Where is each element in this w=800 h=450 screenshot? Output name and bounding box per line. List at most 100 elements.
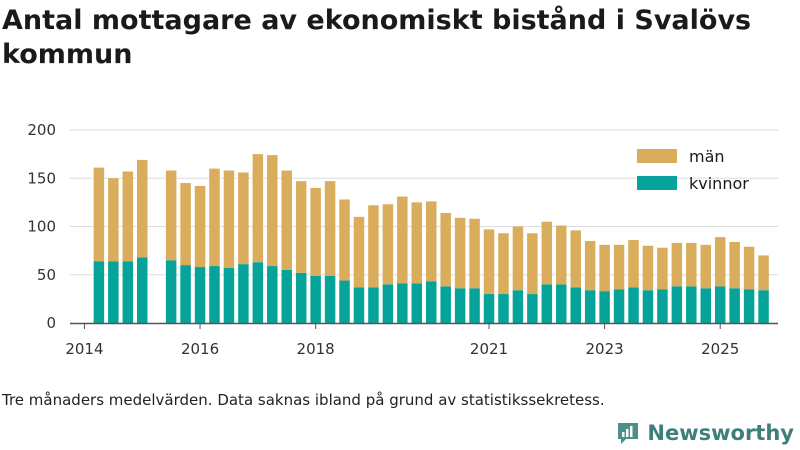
bar-kvinnor — [295, 272, 307, 323]
bar-man — [252, 154, 264, 263]
bar-man — [324, 181, 336, 276]
bar-kvinnor — [108, 261, 119, 323]
bar-man — [758, 255, 769, 291]
x-tick-label: 2016 — [181, 340, 219, 358]
bar-kvinnor — [613, 289, 625, 323]
bar-man — [498, 233, 509, 295]
bar-man — [411, 202, 423, 284]
bar-man — [570, 230, 581, 288]
bar-man — [599, 244, 610, 292]
bar-kvinnor — [714, 286, 726, 323]
bar-man — [541, 221, 553, 285]
bar-man — [108, 178, 119, 262]
bar-kvinnor — [324, 275, 336, 323]
y-tick-label: 0 — [46, 314, 56, 332]
bar-man — [310, 187, 321, 276]
bar-kvinnor — [425, 281, 437, 323]
bar-kvinnor — [483, 294, 495, 323]
bar-man — [353, 216, 365, 288]
bar-kvinnor — [353, 287, 365, 323]
bar-kvinnor — [570, 287, 581, 323]
brand[interactable]: Newsworthy — [615, 419, 794, 447]
bar-kvinnor — [310, 275, 321, 323]
bar-man — [267, 155, 278, 267]
bar-kvinnor — [267, 266, 278, 323]
bar-kvinnor — [498, 294, 509, 323]
bar-kvinnor — [440, 286, 451, 323]
bar-man — [729, 241, 740, 289]
bar-man — [397, 196, 408, 284]
x-tick-label: 2018 — [297, 340, 335, 358]
bar-man — [743, 246, 755, 290]
bar-man — [686, 242, 697, 287]
legend-label: män — [689, 147, 725, 166]
bar-man — [454, 217, 466, 289]
axes: 0 50 100 150 200 2014 2016 2018 2021 2023 2025 — [27, 121, 778, 358]
bar-man — [238, 172, 249, 265]
bar-kvinnor — [599, 291, 610, 323]
bar-kvinnor — [93, 261, 105, 323]
bar-kvinnor — [136, 257, 148, 323]
bar-man — [556, 225, 567, 285]
bar-kvinnor — [122, 261, 134, 323]
bar-kvinnor — [368, 287, 379, 323]
bar-kvinnor — [454, 288, 466, 323]
legend-label: kvinnor — [689, 174, 749, 193]
bar-man — [628, 240, 639, 288]
y-tick-label: 200 — [27, 121, 56, 139]
bar-kvinnor — [541, 284, 553, 323]
bar-man — [382, 204, 394, 285]
bar-kvinnor — [671, 286, 683, 323]
bars — [93, 154, 769, 323]
bar-man — [584, 240, 596, 291]
y-tick-label: 150 — [27, 169, 56, 187]
bar-kvinnor — [556, 284, 567, 323]
bar-man — [165, 170, 177, 261]
newsworthy-logo-icon — [618, 423, 639, 444]
bar-man — [209, 168, 220, 267]
bar-kvinnor — [223, 267, 235, 323]
bar-man — [339, 199, 350, 281]
brand-name: Newsworthy — [647, 421, 794, 445]
legend-swatch — [637, 149, 677, 163]
bar-kvinnor — [339, 280, 350, 323]
bar-man — [425, 201, 437, 282]
bar-kvinnor — [209, 266, 220, 323]
bar-man — [483, 229, 495, 295]
bar-kvinnor — [194, 267, 206, 323]
bar-kvinnor — [642, 290, 654, 323]
bar-kvinnor — [584, 290, 596, 323]
y-tick-label: 50 — [37, 266, 56, 284]
x-tick-label: 2021 — [470, 340, 508, 358]
bar-man — [657, 247, 668, 290]
bar-man — [136, 159, 148, 258]
x-tick-label: 2025 — [701, 340, 739, 358]
bar-man — [368, 205, 379, 288]
bar-man — [223, 170, 235, 268]
chart-title: Antal mottagare av ekonomiskt bistånd i … — [2, 5, 752, 70]
bar-kvinnor — [657, 289, 668, 323]
bar-man — [527, 233, 538, 295]
bar-kvinnor — [252, 262, 264, 323]
bar-kvinnor — [743, 289, 755, 323]
x-tick-label: 2023 — [586, 340, 624, 358]
bar-kvinnor — [165, 260, 177, 323]
bar-man — [512, 226, 524, 291]
bar-kvinnor — [238, 264, 249, 323]
bar-man — [122, 171, 134, 262]
bar-kvinnor — [729, 288, 740, 323]
bar-kvinnor — [758, 290, 769, 323]
bar-kvinnor — [628, 287, 639, 323]
footnote: Tre månaders medelvärden. Data saknas ib… — [2, 391, 605, 409]
bar-man — [671, 242, 683, 287]
bar-man — [180, 183, 191, 266]
bar-man — [295, 181, 307, 273]
bar-man — [642, 245, 654, 291]
bar-man — [469, 218, 480, 289]
bar-kvinnor — [686, 286, 697, 323]
bar-man — [281, 170, 292, 270]
legend: män kvinnor — [637, 147, 749, 193]
bar-man — [613, 244, 625, 290]
bar-kvinnor — [527, 294, 538, 323]
